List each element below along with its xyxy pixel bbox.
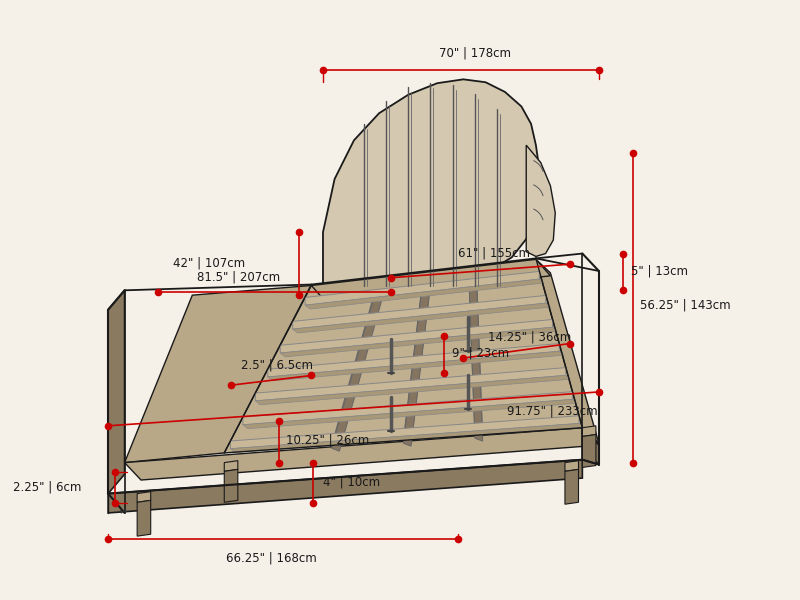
Polygon shape <box>137 500 150 536</box>
Polygon shape <box>108 460 582 513</box>
Polygon shape <box>293 295 546 329</box>
Polygon shape <box>125 286 311 463</box>
Polygon shape <box>243 400 578 428</box>
Polygon shape <box>332 278 386 448</box>
Polygon shape <box>305 279 544 309</box>
Polygon shape <box>526 145 555 256</box>
Polygon shape <box>230 424 584 452</box>
Polygon shape <box>469 270 482 441</box>
Polygon shape <box>224 259 582 453</box>
Text: 81.5" | 207cm: 81.5" | 207cm <box>197 271 280 284</box>
Text: 2.5" | 6.5cm: 2.5" | 6.5cm <box>241 359 313 371</box>
Polygon shape <box>311 259 550 302</box>
Polygon shape <box>268 344 559 377</box>
Text: 10.25" | 26cm: 10.25" | 26cm <box>286 434 370 447</box>
Polygon shape <box>280 327 558 357</box>
Text: 66.25" | 168cm: 66.25" | 168cm <box>226 551 317 565</box>
Text: 61" | 155cm: 61" | 155cm <box>458 247 530 259</box>
Text: 2.25" | 6cm: 2.25" | 6cm <box>13 480 81 493</box>
Polygon shape <box>230 416 579 449</box>
Polygon shape <box>125 428 599 480</box>
Polygon shape <box>536 259 599 443</box>
Polygon shape <box>582 428 599 464</box>
Polygon shape <box>137 491 150 502</box>
Polygon shape <box>224 461 238 472</box>
Polygon shape <box>565 461 578 472</box>
Text: 91.75" | 233cm: 91.75" | 233cm <box>507 404 598 418</box>
Text: 70" | 178cm: 70" | 178cm <box>439 47 511 60</box>
Text: 42" | 107cm: 42" | 107cm <box>174 257 246 270</box>
Polygon shape <box>469 267 482 438</box>
Polygon shape <box>293 303 550 333</box>
Polygon shape <box>332 281 386 451</box>
Polygon shape <box>582 434 596 467</box>
Polygon shape <box>255 368 566 401</box>
Text: 9" | 23cm: 9" | 23cm <box>452 347 509 360</box>
Text: 4" | 10cm: 4" | 10cm <box>323 475 380 488</box>
Polygon shape <box>255 376 570 405</box>
Polygon shape <box>108 290 125 494</box>
Polygon shape <box>403 272 431 443</box>
Polygon shape <box>268 351 564 381</box>
Polygon shape <box>305 271 539 305</box>
Text: 56.25" | 143cm: 56.25" | 143cm <box>641 298 731 311</box>
Polygon shape <box>224 469 238 502</box>
Text: ↔: ↔ <box>118 507 126 517</box>
Polygon shape <box>565 469 578 504</box>
Text: 5" | 13cm: 5" | 13cm <box>630 265 688 277</box>
Polygon shape <box>280 319 553 353</box>
Polygon shape <box>243 392 573 425</box>
Polygon shape <box>323 79 541 290</box>
Text: 14.25" | 36cm: 14.25" | 36cm <box>487 331 570 344</box>
Polygon shape <box>582 426 596 436</box>
Polygon shape <box>403 275 431 446</box>
